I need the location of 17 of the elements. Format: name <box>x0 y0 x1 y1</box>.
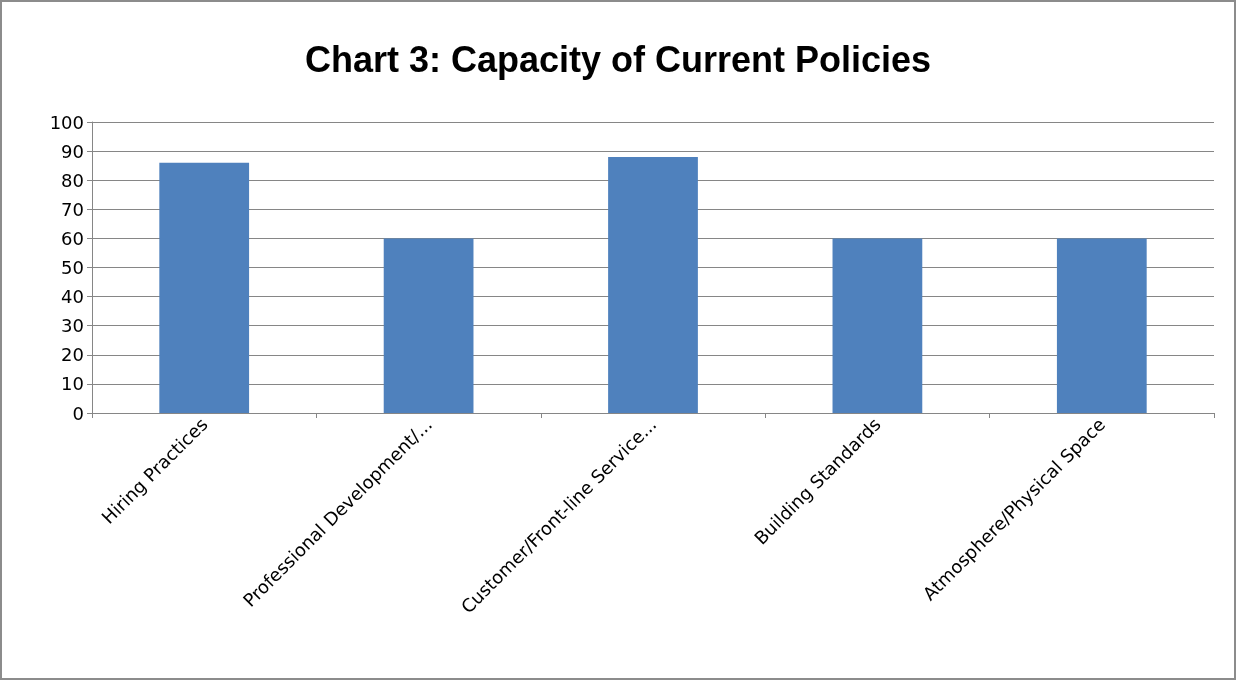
bar <box>1056 238 1147 413</box>
y-tick-label: 100 <box>49 111 84 133</box>
y-tick-label: 90 <box>61 140 84 162</box>
bar <box>608 156 698 413</box>
chart-title: Chart 3: Capacity of Current Policies <box>304 38 932 80</box>
y-tick-label: 70 <box>61 198 84 220</box>
bar <box>159 162 250 413</box>
bar <box>832 238 923 413</box>
y-tick-label: 10 <box>61 373 84 395</box>
y-tick-label: 40 <box>61 286 84 308</box>
y-tick-label: 60 <box>61 227 84 249</box>
y-tick-label: 20 <box>61 344 84 366</box>
y-tick-label: 30 <box>61 315 84 337</box>
y-tick-label: 0 <box>72 402 84 424</box>
y-tick-label: 80 <box>61 169 84 191</box>
y-tick-label: 50 <box>61 257 84 278</box>
bar <box>383 238 474 413</box>
